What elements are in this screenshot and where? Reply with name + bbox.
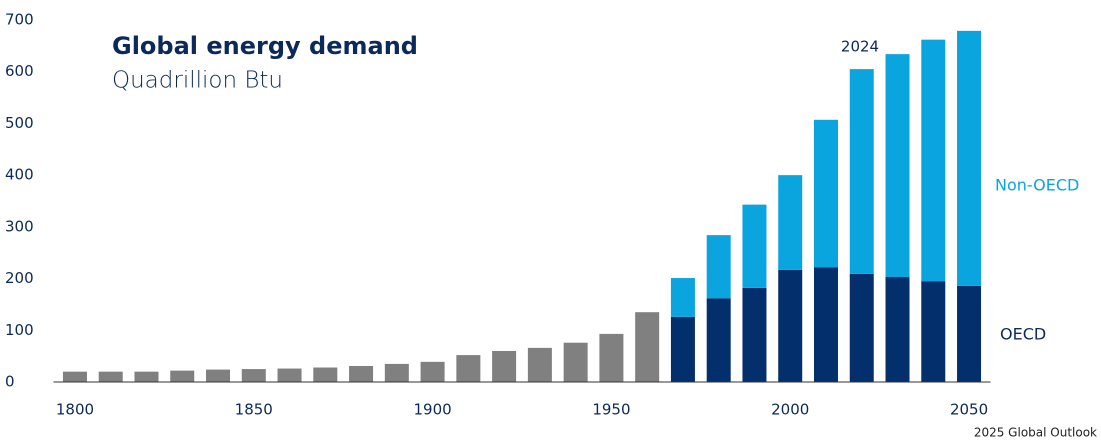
bar xyxy=(420,361,445,382)
bar xyxy=(670,278,695,317)
bar xyxy=(849,273,874,382)
bar xyxy=(742,287,767,382)
y-tick-label: 100 xyxy=(5,321,34,339)
y-tick-label: 500 xyxy=(5,114,34,132)
bar xyxy=(813,119,838,268)
x-tick-label: 2000 xyxy=(771,401,809,419)
x-tick-label: 1900 xyxy=(413,401,451,419)
bar xyxy=(957,30,982,286)
bar xyxy=(241,369,266,382)
bar xyxy=(849,69,874,274)
bar xyxy=(813,267,838,382)
bar xyxy=(349,365,374,382)
bar xyxy=(957,285,982,382)
bar xyxy=(492,350,517,382)
bar xyxy=(277,368,302,382)
bar xyxy=(527,347,552,382)
legend-label: Non-OECD xyxy=(995,176,1079,195)
bar xyxy=(742,204,767,288)
y-tick-label: 700 xyxy=(5,11,34,29)
bar xyxy=(599,333,624,382)
chart-subtitle: Quadrillion Btu xyxy=(112,68,283,94)
bar xyxy=(206,369,231,382)
x-tick-label: 1800 xyxy=(56,401,94,419)
bar xyxy=(635,312,660,382)
bar xyxy=(778,269,803,382)
bar xyxy=(921,281,946,382)
y-tick-label: 0 xyxy=(5,373,15,391)
chart-title: Global energy demand xyxy=(112,32,418,60)
bar xyxy=(921,39,946,282)
x-tick-label: 1950 xyxy=(592,401,630,419)
y-tick-label: 300 xyxy=(5,217,34,235)
bar xyxy=(456,355,481,382)
bar xyxy=(885,277,910,382)
bar xyxy=(706,235,731,299)
bar xyxy=(98,371,123,382)
y-tick-label: 600 xyxy=(5,62,34,80)
bar xyxy=(384,363,409,382)
x-tick-label: 2050 xyxy=(950,401,988,419)
source: 2025 Global Outlook xyxy=(974,426,1097,440)
y-tick-label: 200 xyxy=(5,269,34,287)
bar xyxy=(563,342,588,382)
x-tick-label: 1850 xyxy=(235,401,273,419)
bar xyxy=(134,371,159,382)
legend-label: OECD xyxy=(1000,325,1046,344)
bar xyxy=(778,175,803,270)
bar xyxy=(706,298,731,382)
y-tick-label: 400 xyxy=(5,166,34,184)
annotation: 2024 xyxy=(841,38,879,56)
bar xyxy=(670,316,695,382)
bar xyxy=(62,371,87,382)
bar xyxy=(170,370,195,382)
bar xyxy=(313,367,338,382)
bar xyxy=(885,54,910,278)
